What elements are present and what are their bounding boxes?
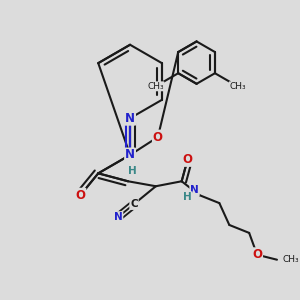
Text: O: O	[75, 189, 85, 202]
Text: N: N	[114, 212, 122, 222]
Text: CH₃: CH₃	[283, 255, 299, 264]
Text: N: N	[190, 185, 199, 195]
Text: CH₃: CH₃	[229, 82, 246, 91]
Text: CH₃: CH₃	[147, 82, 164, 91]
Text: N: N	[125, 148, 135, 161]
Text: O: O	[153, 130, 163, 144]
Text: O: O	[252, 248, 262, 261]
Text: H: H	[183, 192, 192, 202]
Text: O: O	[183, 153, 193, 166]
Text: C: C	[130, 199, 138, 209]
Text: N: N	[125, 112, 135, 125]
Text: H: H	[128, 166, 136, 176]
